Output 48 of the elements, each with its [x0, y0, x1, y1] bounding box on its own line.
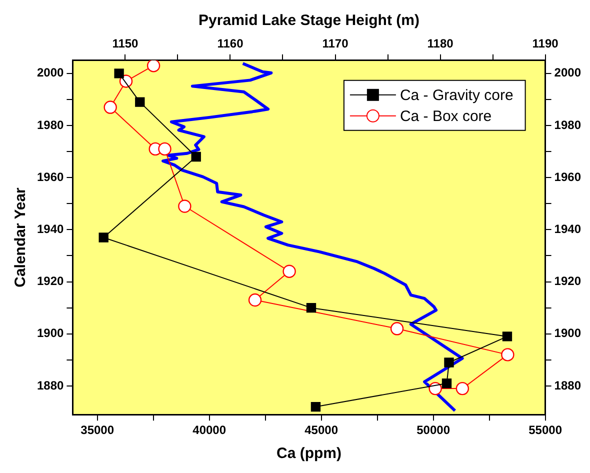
y-tick-label: 1880: [36, 378, 64, 392]
point: [502, 332, 512, 342]
y-tick-label: 2000: [36, 66, 64, 80]
point: [442, 378, 452, 388]
point: [158, 142, 172, 156]
x2-tick-label: 1150: [112, 36, 139, 51]
y2-tick-label: 1900: [554, 326, 582, 340]
x2-axis-title: Pyramid Lake Stage Height (m): [198, 12, 420, 30]
x-axis-title: Ca (ppm): [276, 445, 342, 462]
point: [306, 302, 316, 313]
y-tick-label: 1940: [36, 222, 64, 236]
point: [282, 264, 296, 278]
point: [310, 402, 321, 412]
point: [98, 232, 108, 242]
point: [390, 322, 404, 336]
x2-tick-label: 1170: [322, 36, 349, 51]
x2-tick-label: 1180: [427, 36, 454, 51]
point: [248, 293, 262, 307]
point: [428, 382, 442, 396]
point: [444, 358, 454, 368]
point: [146, 60, 160, 72]
y-tick-label: 1960: [36, 170, 64, 184]
point: [104, 100, 117, 114]
legend-label: Ca - Gravity core: [400, 87, 514, 104]
y-tick-label: 1980: [36, 118, 64, 132]
point: [191, 152, 201, 162]
y-tick-label: 1920: [36, 274, 64, 288]
point: [456, 382, 470, 396]
point: [178, 200, 192, 213]
x-tick-label: 40000: [192, 423, 226, 438]
legend-label: Ca - Box core: [400, 108, 492, 126]
y2-tick-label: 2000: [554, 66, 582, 80]
x-tick-label: 45000: [304, 423, 338, 438]
x-tick-label: 55000: [528, 423, 562, 438]
x-tick-label: 35000: [80, 423, 114, 438]
x2-tick-label: 1160: [217, 36, 244, 51]
y-axis-title: Calendar Year: [12, 187, 30, 288]
y-tick-label: 1900: [36, 326, 64, 340]
x2-tick-label: 1190: [532, 36, 559, 51]
point: [114, 68, 124, 78]
y2-tick-label: 1940: [554, 222, 582, 236]
y2-tick-label: 1980: [554, 118, 582, 132]
y2-tick-label: 1880: [554, 378, 582, 392]
y2-tick-label: 1960: [554, 170, 582, 184]
point: [135, 97, 145, 107]
x-tick-label: 50000: [416, 423, 450, 438]
y2-tick-label: 1920: [554, 274, 582, 288]
point: [501, 348, 514, 362]
